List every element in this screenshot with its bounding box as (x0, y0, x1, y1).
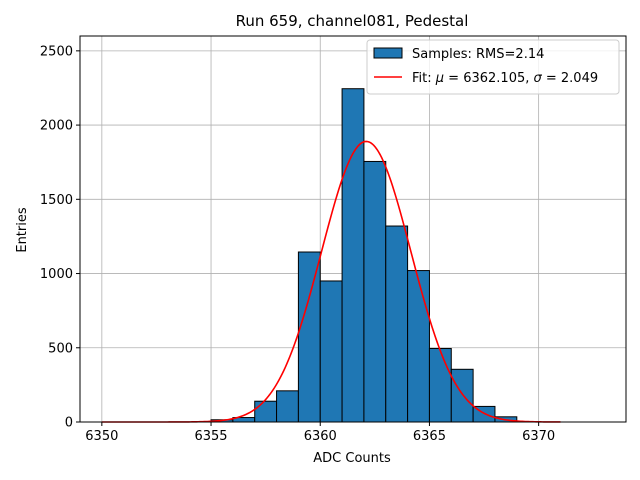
histogram-bar (341, 88, 365, 423)
x-tick-label: 6355 (194, 429, 227, 444)
axes-frame (79, 35, 627, 423)
y-tick-label: 1500 (40, 193, 73, 208)
y-axis-label: Entries (15, 207, 30, 253)
histogram-bar (276, 390, 299, 423)
histogram-bar (428, 348, 452, 423)
histogram-bar (407, 270, 430, 423)
y-tick-label: 1000 (40, 267, 73, 282)
x-axis-label: ADC Counts (313, 451, 391, 466)
histogram-bar (363, 160, 387, 423)
histogram-bar (385, 225, 409, 423)
histogram-bar (319, 280, 343, 423)
legend-label-samples: Samples: RMS=2.14 (412, 47, 544, 62)
x-tick-label: 6350 (85, 429, 118, 444)
legend-box (366, 39, 620, 95)
x-tick-label: 6360 (304, 429, 337, 444)
chart-title: Run 659, channel081, Pedestal (236, 12, 469, 30)
y-axis-ticks: 0 500 1000 1500 2000 2500 (40, 44, 80, 431)
histogram-bar (450, 368, 474, 423)
y-tick-label: 2000 (40, 119, 73, 134)
y-tick-label: 500 (48, 341, 73, 356)
x-tick-label: 6370 (522, 429, 555, 444)
x-tick-label: 6365 (413, 429, 446, 444)
legend: Samples: RMS=2.14 Fit: μ = 6362.105, σ =… (366, 39, 620, 95)
x-axis-ticks: 6350 6355 6360 6365 6370 (85, 422, 555, 444)
y-tick-label: 2500 (40, 44, 73, 59)
legend-label-fit: Fit: μ = 6362.105, σ = 2.049 (412, 71, 598, 86)
histogram-bar (297, 251, 321, 423)
histogram-bar (254, 400, 278, 423)
y-tick-label: 0 (65, 416, 73, 431)
histogram-bars (210, 88, 518, 423)
legend-patch-samples (373, 47, 403, 59)
